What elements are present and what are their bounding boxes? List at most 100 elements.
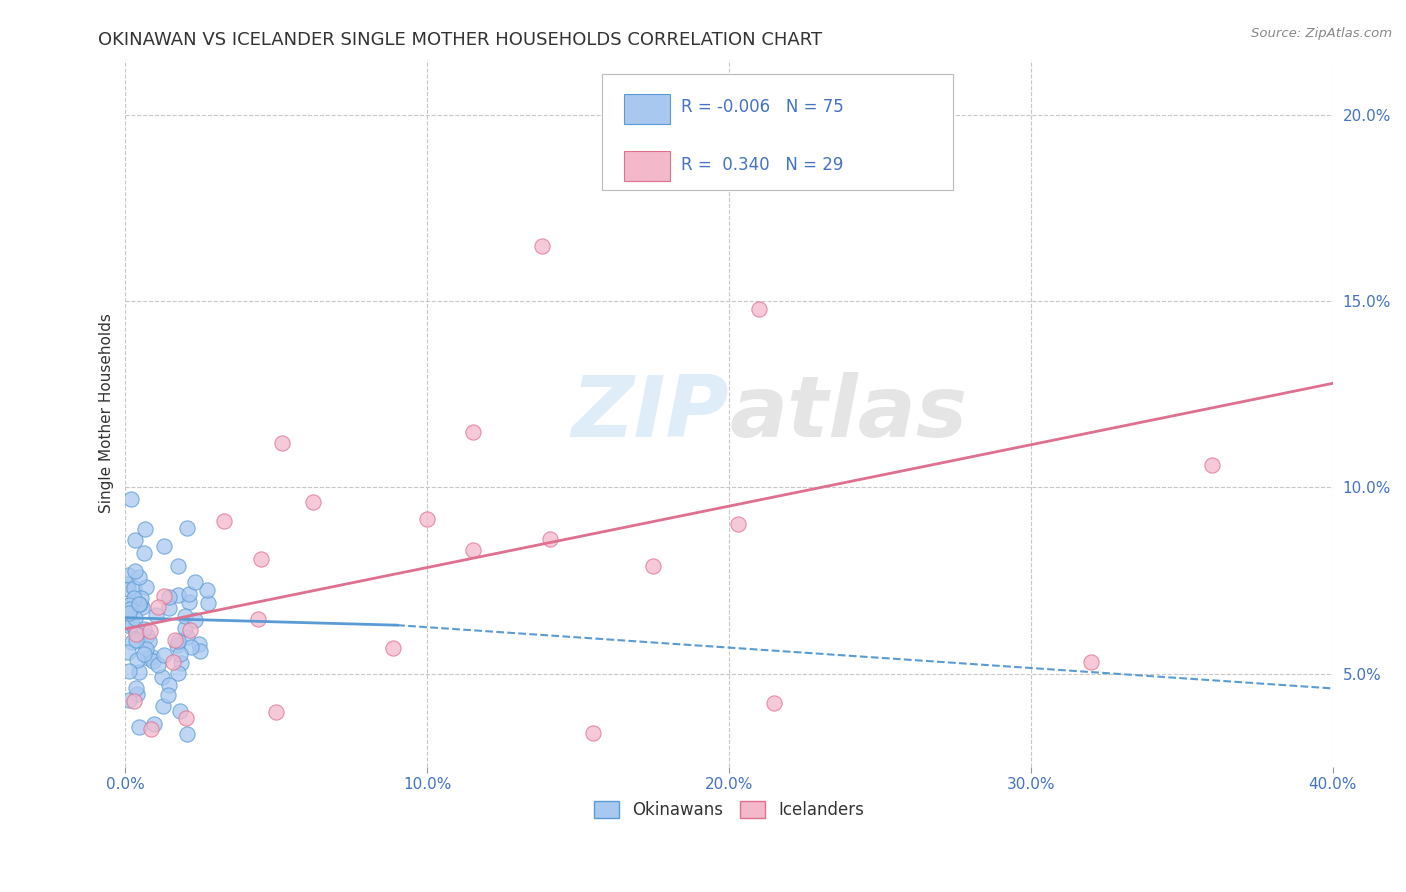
Point (264, 705, 287, 719)
Point (138, 634, 160, 648)
Point (122, 591, 145, 605)
Point (146, 657, 169, 672)
Point (176, 630, 198, 644)
Point (142, 654, 165, 668)
Point (538, 532, 561, 546)
Point (212, 514, 235, 528)
Point (129, 591, 152, 605)
Point (134, 623, 156, 637)
Point (763, 696, 786, 710)
Point (748, 301, 770, 316)
Point (157, 601, 180, 615)
Point (117, 577, 139, 591)
Bar (624, 152, 671, 181)
Point (169, 704, 191, 718)
Point (463, 543, 485, 558)
Point (153, 589, 176, 603)
Point (461, 425, 484, 439)
Point (125, 652, 148, 666)
Bar (624, 94, 671, 124)
Point (176, 727, 198, 741)
Point (195, 582, 218, 597)
Point (170, 656, 193, 670)
Point (162, 655, 184, 669)
Text: ZIP: ZIP (572, 372, 730, 455)
Point (183, 574, 205, 589)
Point (124, 565, 146, 579)
Y-axis label: Single Mother Households: Single Mother Households (100, 313, 114, 513)
Point (118, 619, 141, 633)
Point (129, 597, 152, 611)
Point (641, 559, 664, 574)
Point (127, 687, 149, 701)
Point (129, 629, 152, 643)
Text: R = -0.006   N = 75: R = -0.006 N = 75 (681, 98, 844, 117)
Point (118, 598, 141, 612)
Point (416, 512, 439, 526)
Point (117, 568, 139, 582)
Point (183, 613, 205, 627)
Point (179, 586, 201, 600)
Point (167, 588, 190, 602)
Point (197, 596, 219, 610)
Point (132, 647, 155, 661)
Point (124, 611, 146, 625)
FancyBboxPatch shape (602, 74, 952, 190)
Point (174, 711, 197, 725)
Point (136, 651, 159, 665)
Point (124, 623, 146, 637)
Point (157, 688, 180, 702)
Point (139, 723, 162, 737)
Point (128, 721, 150, 735)
Point (120, 491, 142, 506)
Point (176, 521, 198, 535)
Point (125, 681, 148, 695)
Point (582, 726, 605, 740)
Point (177, 595, 200, 609)
Point (169, 647, 191, 661)
Point (117, 582, 139, 596)
Point (146, 600, 169, 615)
Point (134, 522, 156, 536)
Point (174, 621, 197, 635)
Text: OKINAWAN VS ICELANDER SINGLE MOTHER HOUSEHOLDS CORRELATION CHART: OKINAWAN VS ICELANDER SINGLE MOTHER HOUS… (98, 31, 823, 49)
Text: atlas: atlas (730, 372, 967, 455)
Point (122, 694, 145, 708)
Point (301, 495, 323, 509)
Point (157, 678, 180, 692)
Point (136, 629, 159, 643)
Point (125, 633, 148, 648)
Point (135, 642, 157, 657)
Legend: Okinawans, Icelanders: Okinawans, Icelanders (588, 794, 870, 825)
Point (152, 648, 174, 662)
Point (118, 664, 141, 678)
Point (167, 559, 190, 574)
Point (166, 639, 188, 653)
Point (157, 591, 180, 605)
Point (153, 539, 176, 553)
Point (124, 533, 146, 547)
Point (118, 607, 141, 621)
Point (121, 635, 143, 649)
Point (271, 435, 294, 450)
Point (135, 581, 157, 595)
Point (124, 627, 146, 641)
Point (246, 612, 269, 626)
Point (150, 670, 173, 684)
Point (727, 516, 749, 531)
Point (381, 640, 404, 655)
Point (166, 633, 188, 648)
Point (1201, 458, 1223, 472)
Point (188, 644, 211, 658)
Point (132, 546, 155, 560)
Point (122, 581, 145, 595)
Point (531, 238, 554, 252)
Point (131, 599, 153, 614)
Point (179, 623, 201, 637)
Point (118, 692, 141, 706)
Point (128, 665, 150, 680)
Point (180, 640, 202, 654)
Point (128, 598, 150, 612)
Point (174, 609, 197, 624)
Point (167, 666, 190, 681)
